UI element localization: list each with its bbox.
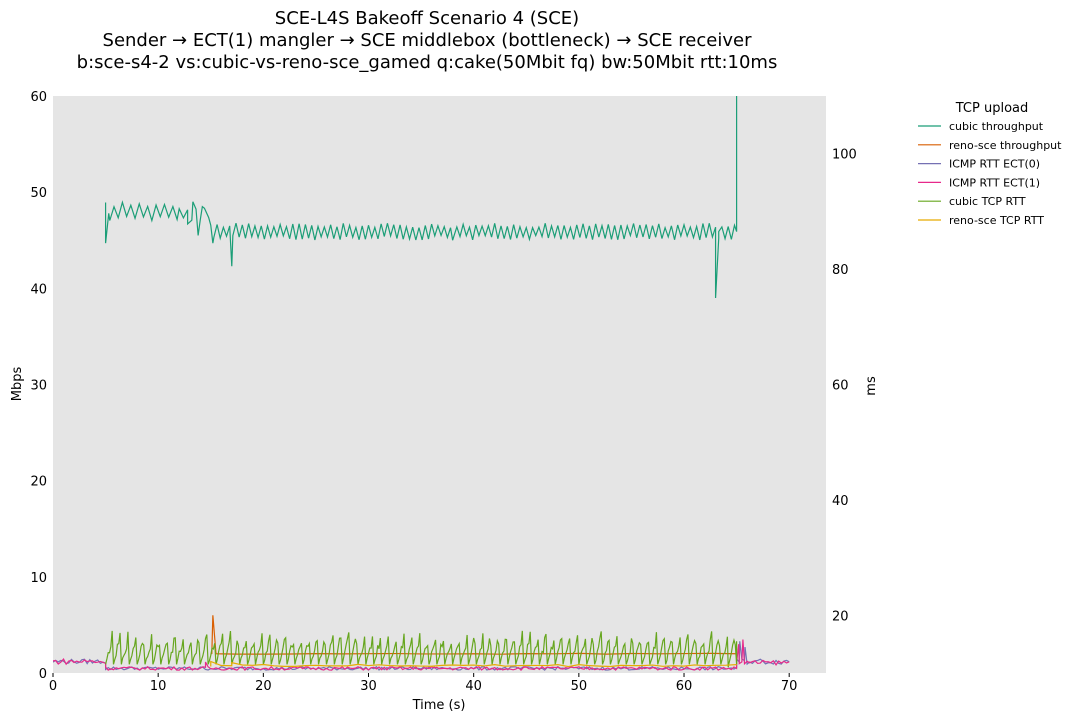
x-axis-label: Time (s): [412, 698, 466, 713]
legend-entry-label: reno-sce TCP RTT: [949, 214, 1044, 227]
y-axis-right: 20 40 60 80 100: [832, 148, 857, 625]
series-line-reno-sce-tcp-rtt: [210, 660, 737, 668]
x-tick-label: 30: [360, 679, 377, 694]
x-tick-label: 20: [255, 679, 272, 694]
legend-entry-label: cubic TCP RTT: [949, 195, 1026, 208]
x-tick-label: 70: [781, 679, 798, 694]
y-left-tick-label: 0: [39, 667, 47, 682]
y-right-tick-label: 100: [832, 148, 857, 163]
y-axis-right-label: ms: [864, 376, 879, 396]
series-line-cubic-throughput: [104, 96, 738, 298]
chart-title-line-1: SCE-L4S Bakeoff Scenario 4 (SCE): [275, 8, 579, 29]
series-layer: [53, 96, 790, 672]
plot-area: [53, 96, 826, 673]
y-left-tick-label: 20: [30, 475, 47, 490]
legend-entry-label: reno-sce throughput: [949, 139, 1062, 152]
series-line-cubic-tcp-rtt: [105, 630, 738, 668]
x-tick-label: 50: [571, 679, 588, 694]
y-left-tick-label: 50: [30, 186, 47, 201]
chart-title-line-3: b:sce-s4-2 vs:cubic-vs-reno-sce_gamed q:…: [77, 52, 778, 73]
x-axis: 0 10 20 30 40 50 60 70: [49, 673, 798, 694]
chart-title: SCE-L4S Bakeoff Scenario 4 (SCE) Sender …: [77, 8, 778, 73]
y-right-tick-label: 80: [832, 263, 849, 278]
series-line-icmp-rtt-ect-1-: [53, 639, 790, 672]
y-left-tick-label: 10: [30, 571, 47, 586]
y-right-tick-label: 40: [832, 494, 849, 509]
y-right-tick-label: 60: [832, 379, 849, 394]
x-tick-label: 10: [150, 679, 167, 694]
legend-title: TCP upload: [955, 101, 1029, 116]
y-left-tick-label: 40: [30, 282, 47, 297]
x-tick-label: 0: [49, 679, 57, 694]
y-axis-left-label: Mbps: [10, 367, 25, 402]
y-left-tick-label: 30: [30, 379, 47, 394]
y-axis-left: 0 10 20 30 40 50 60: [30, 90, 47, 682]
y-right-tick-label: 20: [832, 609, 849, 624]
x-tick-label: 40: [465, 679, 482, 694]
x-tick-label: 60: [676, 679, 693, 694]
legend-entry-label: ICMP RTT ECT(1): [949, 176, 1040, 189]
y-left-tick-label: 60: [30, 90, 47, 105]
legend-entry-label: cubic throughput: [949, 120, 1044, 133]
legend-entry-label: ICMP RTT ECT(0): [949, 158, 1040, 171]
legend: TCP upload cubic throughput reno-sce thro…: [918, 101, 1062, 227]
chart-title-line-2: Sender → ECT(1) mangler → SCE middlebox …: [103, 30, 753, 51]
